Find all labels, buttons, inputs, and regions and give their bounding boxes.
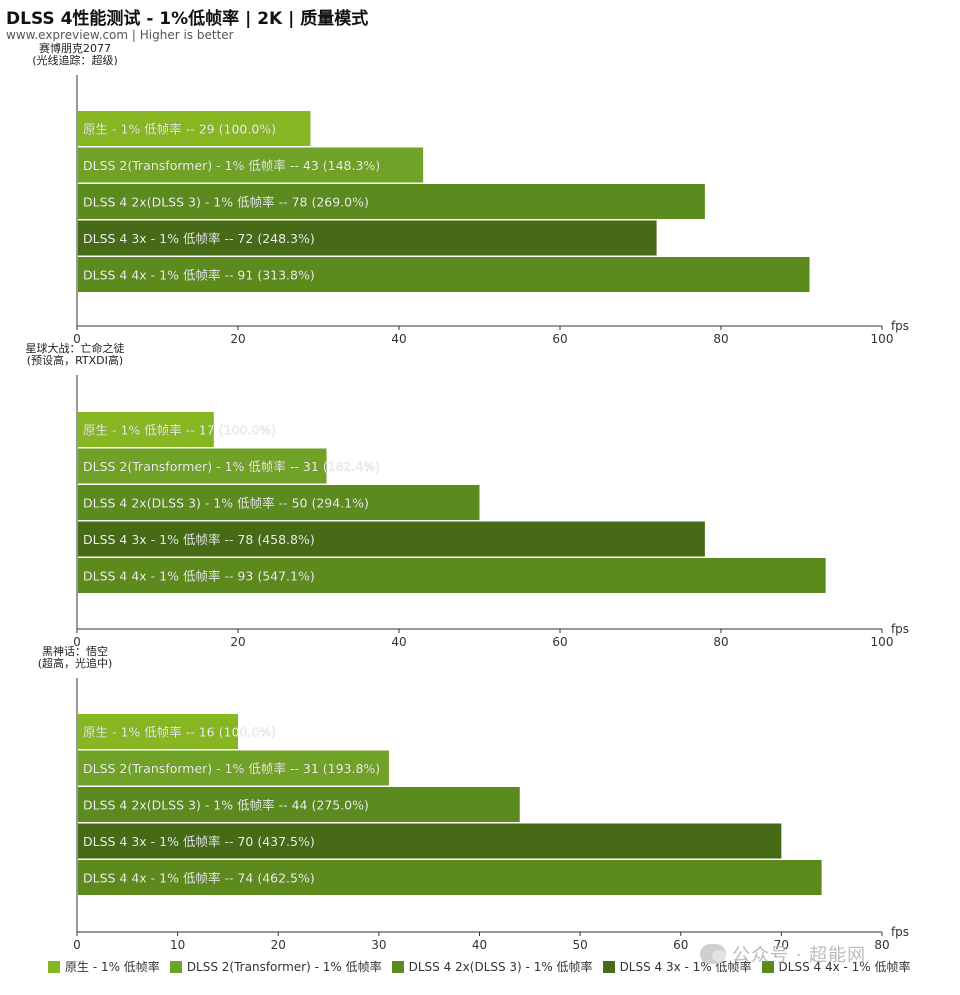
page-subtitle: www.expreview.com | Higher is better <box>6 28 234 42</box>
x-tick-label: 60 <box>552 635 567 649</box>
x-tick-label: 80 <box>713 332 728 346</box>
bar-label: DLSS 4 4x - 1% 低帧率 -- 93 (547.1%) <box>83 569 315 584</box>
bar-label: DLSS 4 2x(DLSS 3) - 1% 低帧率 -- 78 (269.0%… <box>83 195 369 210</box>
bar <box>78 448 327 484</box>
x-tick-label: 60 <box>552 332 567 346</box>
bar <box>78 147 424 183</box>
legend-label: DLSS 4 2x(DLSS 3) - 1% 低帧率 <box>408 960 593 974</box>
x-axis-unit: fps <box>891 622 909 636</box>
x-tick-label: 40 <box>391 635 406 649</box>
bar <box>78 111 311 146</box>
x-tick-label: 0 <box>73 635 81 649</box>
x-axis-unit: fps <box>891 319 909 333</box>
bar-label: DLSS 4 2x(DLSS 3) - 1% 低帧率 -- 44 (275.0%… <box>83 798 369 813</box>
group-label: (预设高，RTXDI高) <box>27 353 123 367</box>
legend-item-dlss4-4x[interactable]: DLSS 4 4x - 1% 低帧率 <box>761 958 911 975</box>
x-tick-label: 0 <box>73 332 81 346</box>
bar <box>78 220 657 256</box>
chart-legend: 原生 - 1% 低帧率 DLSS 2(Transformer) - 1% 低帧率… <box>48 958 911 975</box>
bar-label: DLSS 4 3x - 1% 低帧率 -- 72 (248.3%) <box>83 231 315 246</box>
legend-item-dlss4-2x[interactable]: DLSS 4 2x(DLSS 3) - 1% 低帧率 <box>391 958 593 975</box>
legend-swatch <box>602 960 615 973</box>
x-tick-label: 20 <box>271 938 286 952</box>
x-axis-unit: fps <box>891 925 909 939</box>
bar <box>78 184 705 219</box>
bar <box>78 787 520 822</box>
bar <box>78 521 705 557</box>
bar-label: 原生 - 1% 低帧率 -- 17 (100.0%) <box>83 423 276 438</box>
group-label: 赛博朋克2077 <box>39 41 111 55</box>
page-title: DLSS 4性能测试 - 1%低帧率 | 2K | 质量模式 <box>6 9 369 29</box>
bar <box>78 412 214 447</box>
watermark: 公众号 · 超能网 <box>700 941 866 967</box>
legend-label: DLSS 2(Transformer) - 1% 低帧率 <box>186 960 382 974</box>
bar <box>78 714 238 749</box>
bar-label: 原生 - 1% 低帧率 -- 16 (100.0%) <box>83 725 276 740</box>
x-tick-label: 30 <box>371 938 386 952</box>
x-tick-label: 40 <box>391 332 406 346</box>
x-tick-label: 80 <box>713 635 728 649</box>
legend-swatch <box>169 960 182 973</box>
legend-swatch <box>48 960 60 973</box>
bar-label: DLSS 4 3x - 1% 低帧率 -- 70 (437.5%) <box>83 834 315 849</box>
legend-item-dlss2[interactable]: DLSS 2(Transformer) - 1% 低帧率 <box>169 958 382 975</box>
group-label: 星球大战：亡命之徒 <box>26 341 125 355</box>
legend-item-native[interactable]: 原生 - 1% 低帧率 <box>48 958 160 975</box>
bar-label: DLSS 4 4x - 1% 低帧率 -- 74 (462.5%) <box>83 871 315 886</box>
bar-label: DLSS 2(Transformer) - 1% 低帧率 -- 31 (193.… <box>83 761 380 776</box>
bar <box>78 750 389 786</box>
x-tick-label: 0 <box>73 938 81 952</box>
legend-label: DLSS 4 4x - 1% 低帧率 <box>778 960 911 974</box>
bar-label: 原生 - 1% 低帧率 -- 29 (100.0%) <box>83 122 276 137</box>
bar-label: DLSS 2(Transformer) - 1% 低帧率 -- 31 (182.… <box>83 459 380 474</box>
x-tick-label: 100 <box>871 332 894 346</box>
x-tick-label: 70 <box>774 938 789 952</box>
x-tick-label: 80 <box>874 938 889 952</box>
x-tick-label: 100 <box>871 635 894 649</box>
bar <box>78 823 782 859</box>
bar-label: DLSS 4 4x - 1% 低帧率 -- 91 (313.8%) <box>83 268 315 283</box>
legend-label: 原生 - 1% 低帧率 <box>65 960 160 974</box>
bar-label: DLSS 4 2x(DLSS 3) - 1% 低帧率 -- 50 (294.1%… <box>83 496 369 511</box>
x-tick-label: 60 <box>673 938 688 952</box>
bar <box>78 860 822 895</box>
bar <box>78 558 826 593</box>
wechat-icon <box>700 944 726 964</box>
group-label: (光线追踪：超级) <box>32 53 118 67</box>
group-label: (超高，光追中) <box>38 656 113 670</box>
bar-label: DLSS 2(Transformer) - 1% 低帧率 -- 43 (148.… <box>83 158 380 173</box>
watermark-text: 公众号 · 超能网 <box>732 945 867 966</box>
x-tick-label: 40 <box>472 938 487 952</box>
x-tick-label: 20 <box>230 635 245 649</box>
legend-swatch <box>391 960 404 973</box>
bar <box>78 485 480 520</box>
legend-swatch <box>761 960 774 973</box>
bar-label: DLSS 4 3x - 1% 低帧率 -- 78 (458.8%) <box>83 532 315 547</box>
bar <box>78 257 810 292</box>
group-label: 黑神话：悟空 <box>42 644 108 658</box>
x-tick-label: 20 <box>230 332 245 346</box>
x-tick-label: 50 <box>572 938 587 952</box>
x-tick-label: 10 <box>170 938 185 952</box>
